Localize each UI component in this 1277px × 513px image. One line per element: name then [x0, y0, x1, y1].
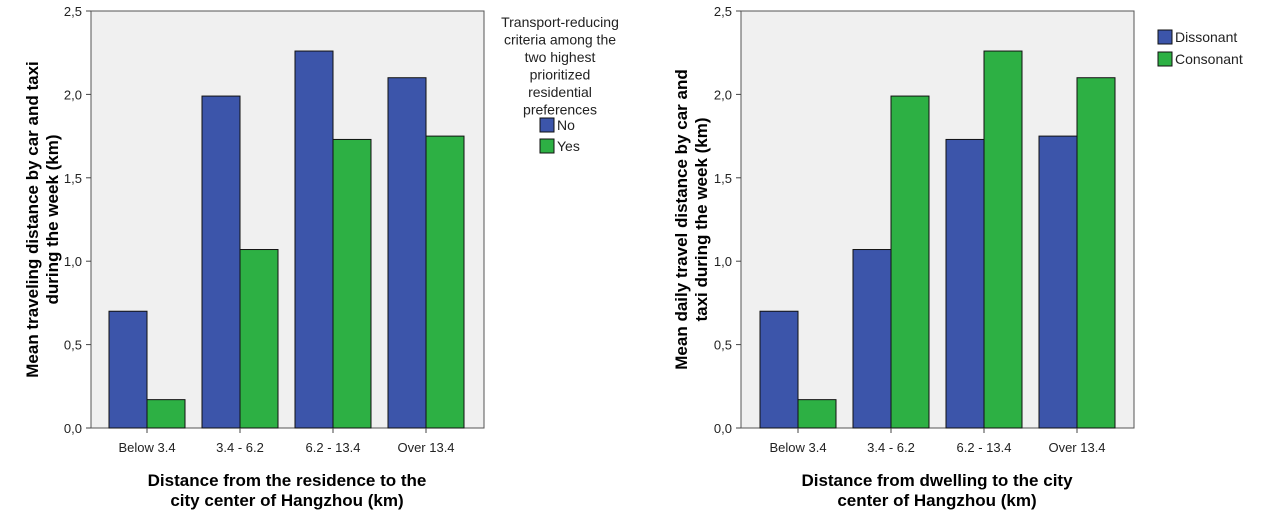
y-tick-label: 1,5 — [64, 171, 82, 186]
y-tick-label: 1,0 — [714, 254, 732, 269]
legend-title-line: preferences — [523, 102, 597, 118]
chart-right: 0,0 0,5 1,0 1,5 2,0 2,5 Below 3.4 3.4 - 6.2 6.2 … — [672, 4, 1243, 510]
y-axis-title: Mean traveling distance by car and taxid… — [23, 61, 62, 378]
bar-no — [201, 95, 241, 429]
y-axis-title-line: Mean daily travel distance by car and — [672, 69, 691, 369]
y-tick-label: 1,0 — [64, 254, 82, 269]
y-tick-label: 2,0 — [64, 87, 82, 102]
legend-title-line: residential — [528, 84, 592, 100]
x-axis-title-line: city center of Hangzhou (km) — [170, 491, 403, 510]
bar-dissonant — [852, 249, 892, 429]
legend-label-dissonant: Dissonant — [1175, 29, 1237, 45]
bar-no — [108, 310, 148, 429]
x-axis-title-line: Distance from dwelling to the city — [801, 471, 1073, 490]
bar-consonant — [1076, 77, 1116, 429]
legend-label-consonant: Consonant — [1175, 51, 1243, 67]
bar-consonant — [890, 95, 930, 429]
y-axis-title-line: Mean traveling distance by car and taxi — [23, 61, 42, 378]
bar-dissonant — [759, 310, 799, 429]
x-tick-label: Below 3.4 — [769, 440, 826, 455]
legend-swatch-dissonant — [1157, 29, 1173, 45]
bar-no — [387, 77, 427, 429]
bar-dissonant — [945, 138, 985, 429]
legend-title-line: prioritized — [530, 67, 591, 83]
legend-title-line: two highest — [525, 49, 596, 65]
x-tick-label: 6.2 - 13.4 — [957, 440, 1012, 455]
bar-yes — [239, 249, 279, 429]
x-tick-label: 3.4 - 6.2 — [216, 440, 264, 455]
y-axis-title-line: taxi during the week (km) — [692, 117, 711, 321]
y-tick-label: 2,5 — [64, 4, 82, 19]
y-tick-label: 0,0 — [714, 421, 732, 436]
x-tick-label: Over 13.4 — [397, 440, 454, 455]
x-tick-label: 3.4 - 6.2 — [867, 440, 915, 455]
legend-swatch-yes — [539, 138, 555, 154]
bar-consonant — [797, 399, 837, 429]
y-tick-label: 2,5 — [714, 4, 732, 19]
legend-label-no: No — [557, 117, 575, 133]
legend-swatch-consonant — [1157, 51, 1173, 67]
bar-dissonant — [1038, 135, 1078, 429]
x-axis-title-line: center of Hangzhou (km) — [837, 491, 1036, 510]
legend-title-line: criteria among the — [504, 32, 616, 48]
y-tick-label: 2,0 — [714, 87, 732, 102]
y-tick-label: 0,5 — [64, 338, 82, 353]
x-tick-label: 6.2 - 13.4 — [306, 440, 361, 455]
x-axis-title-line: Distance from the residence to the — [148, 471, 427, 490]
y-axis-title-line: during the week (km) — [43, 134, 62, 304]
x-tick-label: Below 3.4 — [118, 440, 175, 455]
y-tick-label: 1,5 — [714, 171, 732, 186]
bar-yes — [332, 138, 372, 429]
y-tick-label: 0,5 — [714, 338, 732, 353]
bar-yes — [425, 135, 465, 429]
legend-title-line: Transport-reducing — [501, 14, 619, 30]
chart-left: 0,0 0,5 1,0 1,5 2,0 2,5 Below 3.4 3.4 - 6.2 6.2 … — [23, 4, 619, 510]
y-axis-title: Mean daily travel distance by car andtax… — [672, 69, 711, 369]
bar-yes — [146, 399, 186, 429]
bar-consonant — [983, 50, 1023, 429]
bar-no — [294, 50, 334, 429]
legend-swatch-no — [539, 117, 555, 133]
x-tick-label: Over 13.4 — [1048, 440, 1105, 455]
legend-label-yes: Yes — [557, 138, 580, 154]
y-tick-label: 0,0 — [64, 421, 82, 436]
